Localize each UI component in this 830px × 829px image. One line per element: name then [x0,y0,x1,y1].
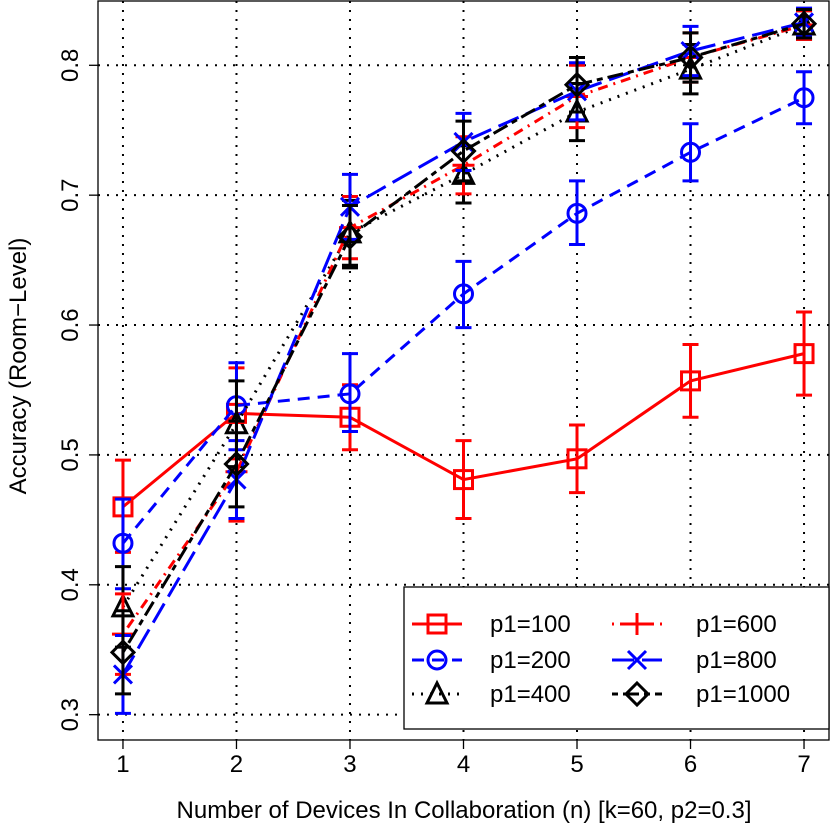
legend-label: p1=200 [490,647,571,674]
x-tick-label: 2 [230,751,243,778]
data-point [453,283,474,305]
series-p1-200 [112,70,815,591]
x-tick-label: 5 [570,751,583,778]
data-point [793,87,815,109]
legend-item: p1=800 [612,647,777,674]
data-point [453,469,474,491]
legend-marker [426,649,448,671]
data-point [790,10,818,37]
legend-label: p1=100 [490,611,571,638]
legend-item: p1=100 [412,611,571,638]
y-tick-label: 0.6 [57,308,84,341]
data-point [112,532,134,554]
legend-marker [623,680,651,708]
legend-item: p1=400 [412,679,571,708]
series-p1-1000 [109,7,818,696]
legend-item: p1=600 [612,611,777,638]
data-point [566,202,588,224]
legend-marker [424,679,450,705]
x-axis-title: Number of Devices In Collaboration (n) [… [177,797,752,824]
data-point [109,639,137,666]
y-axis-title: Accuracy (Room−Level) [5,238,32,495]
y-tick-label: 0.8 [57,49,84,82]
data-point [680,370,702,392]
error-bar [796,70,813,126]
series-line [121,22,805,654]
data-point [336,223,364,250]
legend-label: p1=1000 [696,681,790,708]
error-bar [796,310,813,397]
legend-marker [626,649,648,671]
legend-item: p1=200 [412,647,571,674]
data-point [566,448,588,470]
error-bar [455,119,472,183]
data-point [793,343,815,365]
legend-marker [426,613,448,635]
legend-label: p1=400 [490,681,571,708]
data-point [223,450,250,478]
x-tick-label: 3 [343,751,356,778]
data-point [563,71,591,98]
y-tick-label: 0.5 [57,438,84,471]
x-tick-label: 6 [684,751,697,778]
series-line [121,96,805,545]
legend-marker [626,613,648,635]
legend-label: p1=600 [696,611,777,638]
y-tick-label: 0.7 [57,178,84,211]
data-point [677,44,704,71]
data-point [450,137,477,165]
error-bar [341,352,358,434]
x-tick-label: 4 [457,751,470,778]
series-layer [109,6,818,715]
y-tick-label: 0.3 [57,698,84,731]
data-point [339,383,361,405]
data-point [680,141,702,163]
legend-box [403,586,830,730]
y-tick-label: 0.4 [57,568,84,601]
legend-label: p1=800 [696,647,777,674]
legend: p1=100 p1=200 p1=400 p1=600 p1=800 p1=1000 [403,586,830,730]
error-bar [228,419,245,509]
legend-item: p1=1000 [612,680,790,708]
axes: 1 2 3 4 5 6 7 0.3 0.4 0.5 0.6 0.7 0.8 [57,49,811,778]
x-tick-label: 1 [116,751,129,778]
x-tick-label: 7 [797,751,810,778]
